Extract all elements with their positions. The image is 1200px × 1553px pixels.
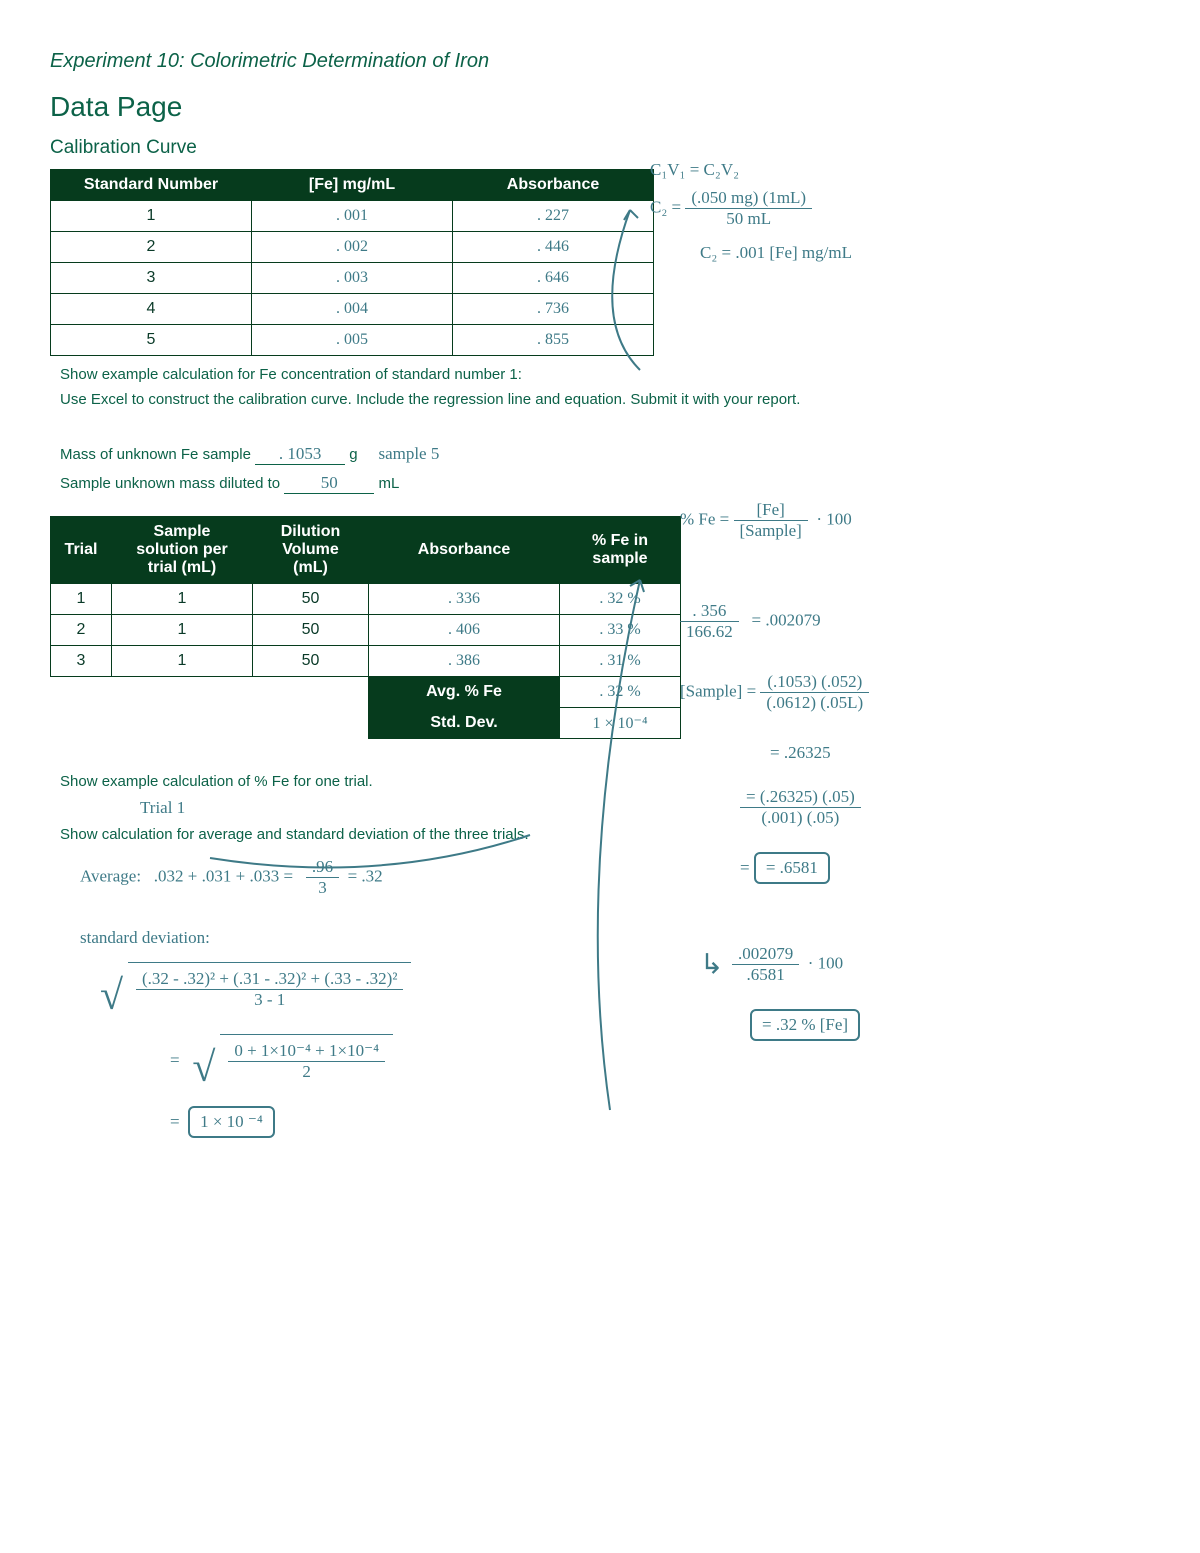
diluted-line: Sample unknown mass diluted to 50 mL: [60, 473, 1150, 494]
section-calibration: Calibration Curve: [50, 137, 1150, 159]
pct-lhs: % Fe =: [680, 509, 729, 528]
col-abs2: Absorbance: [369, 517, 560, 584]
c2-result: C₂ = .001 [Fe] mg/mL: [700, 243, 1170, 263]
side-notes-1: C₁V₁ = C₂V₂ C₂ = (.050 mg) (1mL) 50 mL C…: [650, 160, 1170, 263]
std-num: (.32 - .32)² + (.31 - .32)² + (.33 - .32…: [136, 969, 403, 990]
std-step: = 0 + 1×10⁻⁴ + 1×10⁻⁴ 2: [170, 1034, 1150, 1082]
c2-lhs: C₂ =: [650, 197, 681, 216]
std-step-den: 2: [228, 1062, 385, 1082]
col-trial: Trial: [51, 517, 112, 584]
page-title: Data Page: [50, 91, 1150, 123]
std-step-num: 0 + 1×10⁻⁴ + 1×10⁻⁴: [228, 1041, 385, 1062]
table-row: 3150. 386. 31 %: [51, 646, 681, 677]
experiment-title: Experiment 10: Colorimetric Determinatio…: [50, 50, 1150, 73]
mass-label: Mass of unknown Fe sample: [60, 446, 251, 463]
mass-value: . 1053: [255, 444, 345, 465]
std-den: 3 - 1: [136, 990, 403, 1010]
diluted-value: 50: [284, 473, 374, 494]
col-abs: Absorbance: [453, 170, 654, 201]
table-row: 4. 004. 736: [51, 294, 654, 325]
sample-note: sample 5: [378, 444, 439, 463]
table-row: 2. 002. 446: [51, 232, 654, 263]
col-dil: Dilution Volume (mL): [253, 517, 369, 584]
col-std-num: Standard Number: [51, 170, 252, 201]
sample-lhs: [Sample] =: [680, 681, 756, 700]
sample-step: = .26325: [770, 743, 1180, 763]
eq-c1v1: C₁V₁ = C₂V₂: [650, 160, 1170, 180]
final-mult: · 100: [808, 953, 843, 972]
trial-table: Trial Sample solution per trial (mL) Dil…: [50, 516, 681, 739]
avg-expr: .032 + .031 + .033 =: [154, 866, 293, 885]
diluted-unit: mL: [378, 475, 399, 492]
avg-den: 3: [306, 878, 339, 898]
col-pct: % Fe in sample: [560, 517, 681, 584]
sample-num: (.1053) (.052): [760, 672, 869, 693]
final-num: .002079: [732, 944, 799, 965]
table-row: 2150. 406. 33 %: [51, 615, 681, 646]
mass-line: Mass of unknown Fe sample . 1053 g sampl…: [60, 444, 1150, 465]
table-row-std: Std. Dev.1 × 10⁻⁴: [51, 708, 681, 739]
col-sol: Sample solution per trial (mL): [112, 517, 253, 584]
diluted-label: Sample unknown mass diluted to: [60, 475, 280, 492]
sample-den: (.0612) (.05L): [760, 693, 869, 713]
table-row: 1150. 336. 32 %: [51, 584, 681, 615]
table-row: 3. 003. 646: [51, 263, 654, 294]
table-row: 5. 005. 855: [51, 325, 654, 356]
col-fe: [Fe] mg/mL: [252, 170, 453, 201]
c2-num: (.050 mg) (1mL): [685, 188, 812, 209]
pct-num: [Fe]: [734, 500, 808, 521]
avg-num: .96: [306, 857, 339, 878]
instr-calc-std1: Show example calculation for Fe concentr…: [60, 366, 1150, 383]
ratio-num: = (.26325) (.05): [740, 787, 861, 808]
pct-den: [Sample]: [734, 521, 808, 541]
pct-mult: · 100: [816, 509, 851, 528]
c2-den: 50 mL: [685, 209, 812, 229]
ratio-den: (.001) (.05): [740, 808, 861, 828]
final-den: .6581: [732, 965, 799, 985]
instr-excel: Use Excel to construct the calibration c…: [60, 391, 1150, 408]
avg-label: Average:: [80, 866, 141, 885]
f1-den: 166.62: [680, 622, 739, 642]
std-result: = 1 × 10 ⁻⁴: [170, 1106, 1150, 1138]
mass-unit: g: [349, 446, 357, 463]
table-row: 1. 001. 227: [51, 201, 654, 232]
f1-num: . 356: [680, 601, 739, 622]
calibration-table: Standard Number [Fe] mg/mL Absorbance 1.…: [50, 169, 654, 356]
side-notes-2: % Fe = [Fe] [Sample] · 100 . 356 166.62 …: [680, 500, 1180, 1041]
final-res: = .32 % [Fe]: [750, 1009, 860, 1041]
std-res-box: 1 × 10 ⁻⁴: [188, 1106, 275, 1138]
ratio-res: = .6581: [754, 852, 830, 884]
f1-eq: = .002079: [752, 610, 821, 629]
avg-res: = .32: [348, 866, 383, 885]
table-row-avg: Avg. % Fe. 32 %: [51, 677, 681, 708]
